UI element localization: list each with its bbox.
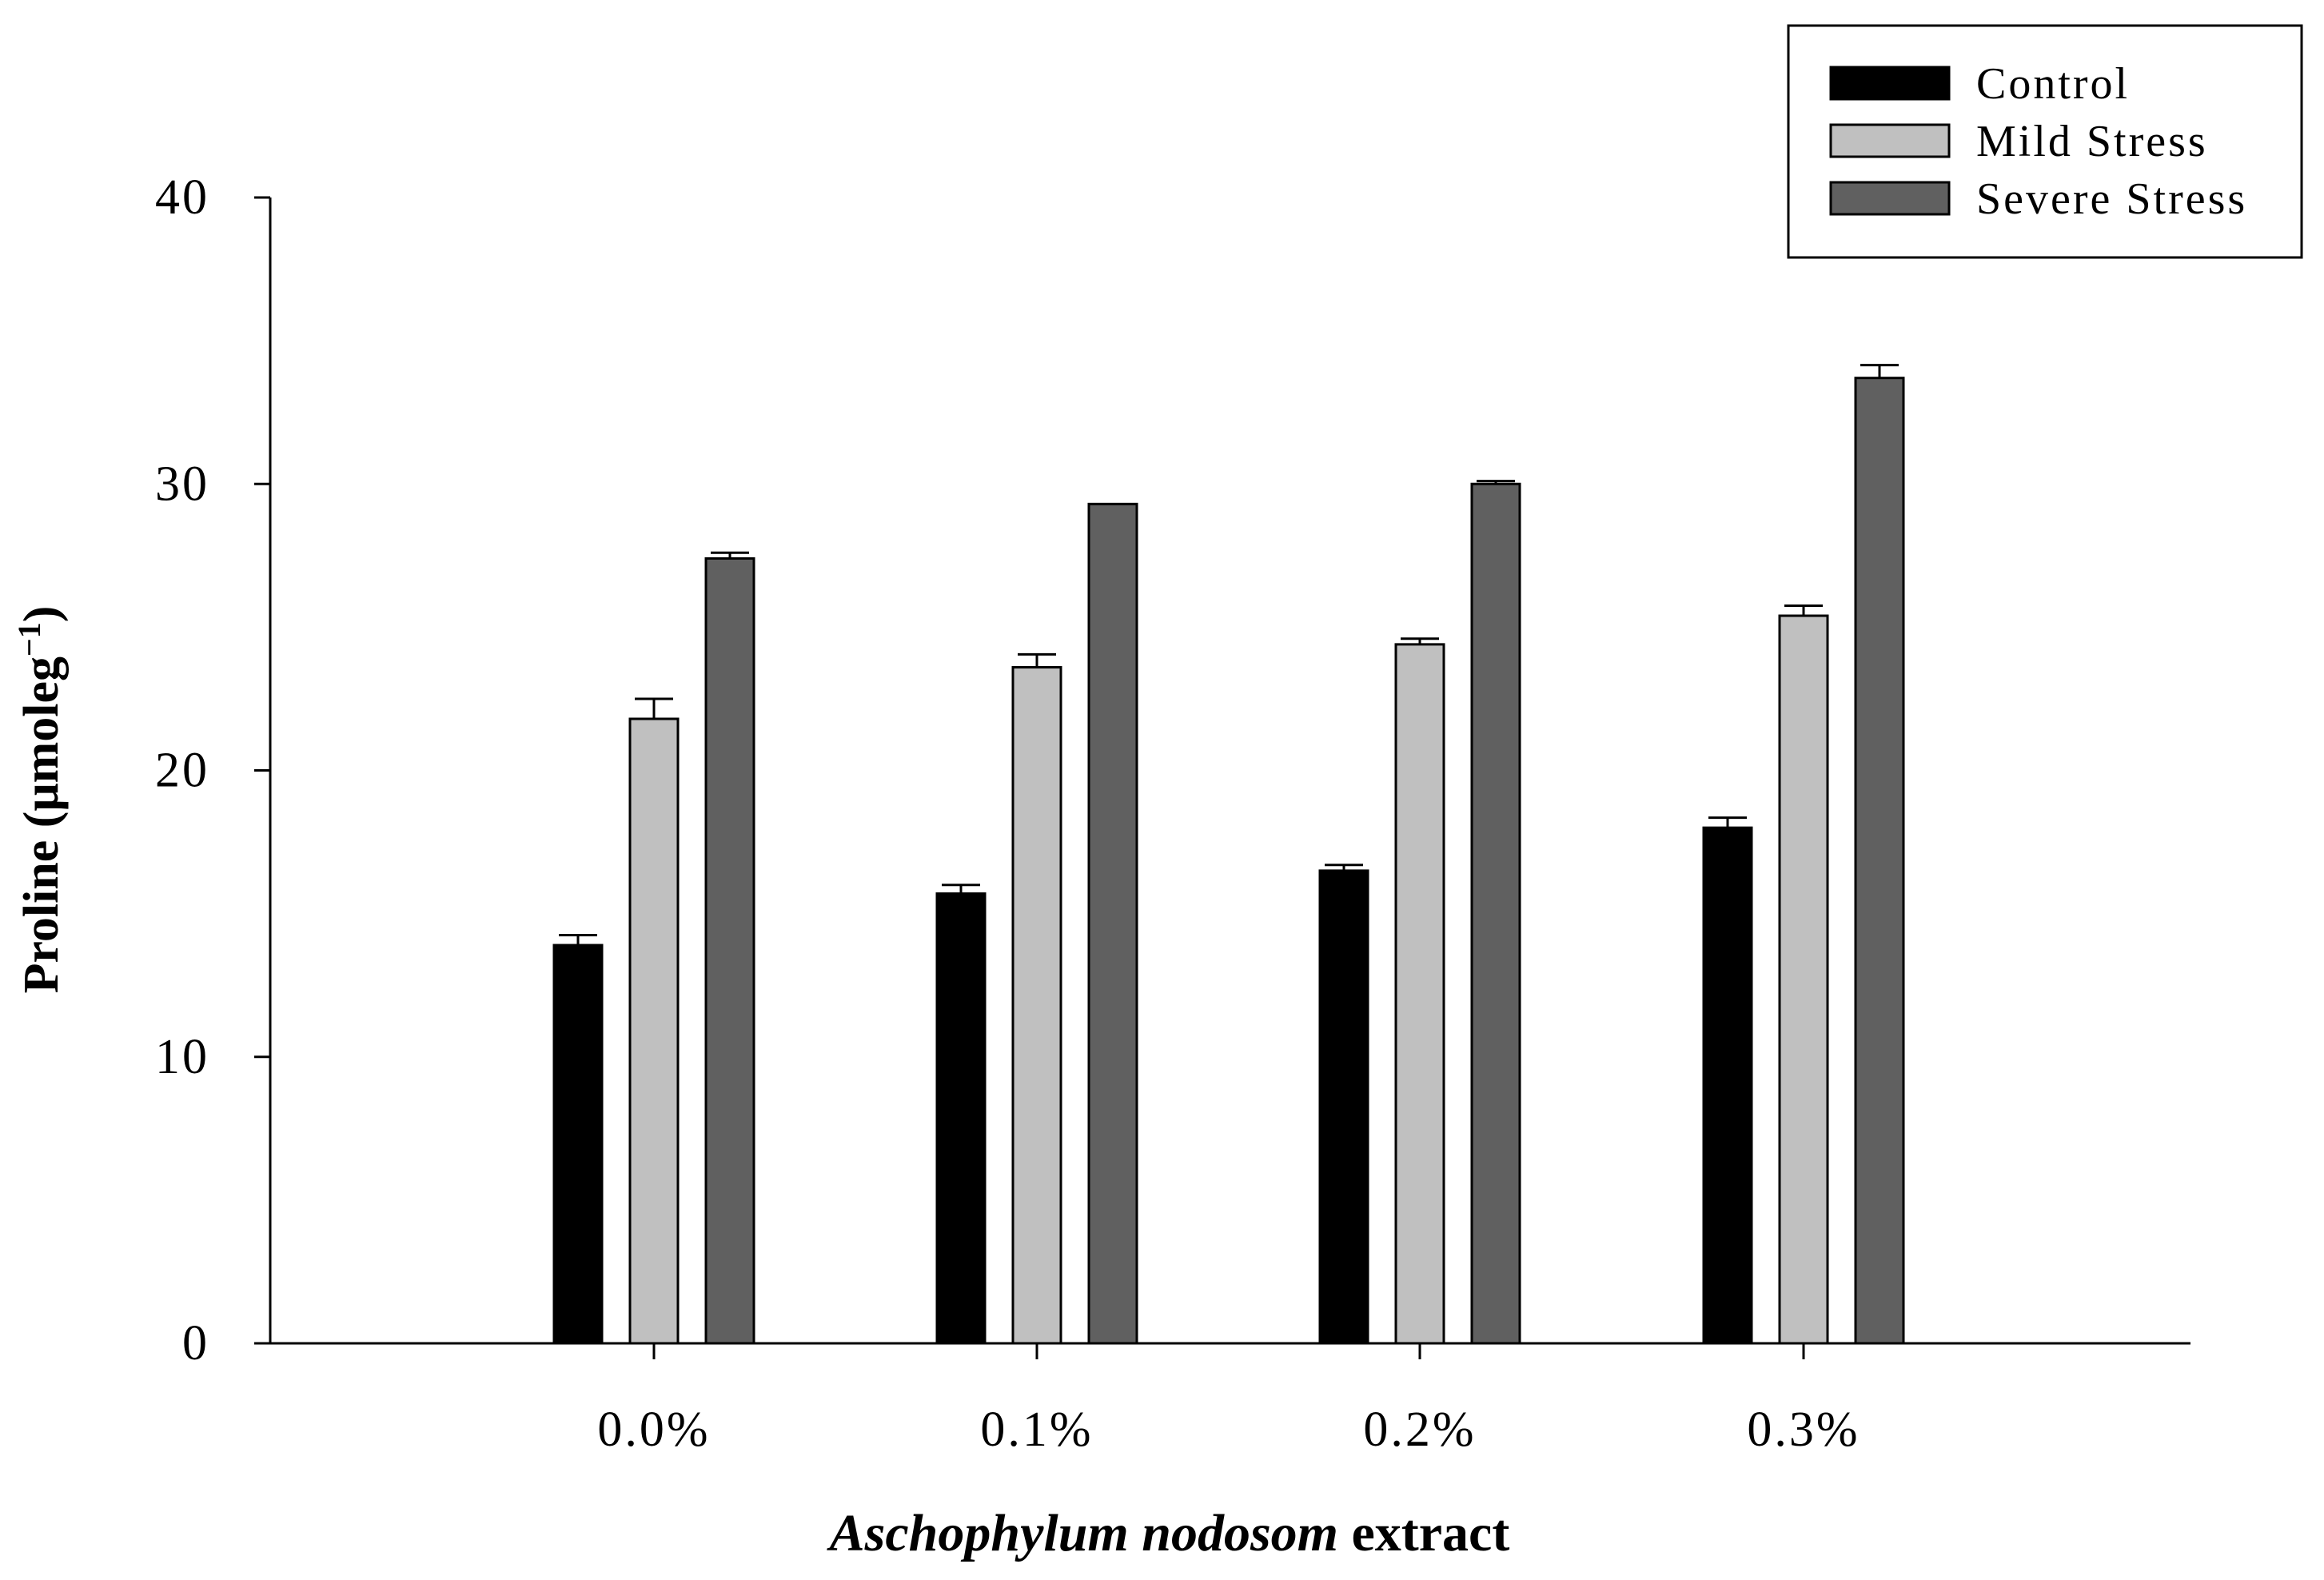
legend-label-0: Control xyxy=(1976,59,2130,109)
x-tick-label: 0.0% xyxy=(597,1402,710,1457)
x-tick-label: 0.3% xyxy=(1747,1402,1860,1457)
bar-control-2 xyxy=(1318,869,1369,1345)
y-tick-label: 10 xyxy=(155,1030,209,1084)
bar-mild-stress-1 xyxy=(1011,666,1062,1345)
legend-swatch-2 xyxy=(1829,181,1951,216)
bar-severe-stress-2 xyxy=(1470,482,1521,1345)
bar-severe-stress-0 xyxy=(704,557,755,1345)
bars xyxy=(552,377,1905,1345)
bar-control-3 xyxy=(1702,826,1753,1345)
y-tick-label: 40 xyxy=(155,170,209,225)
legend-label-2: Severe Stress xyxy=(1976,174,2247,224)
bar-control-1 xyxy=(935,892,987,1345)
legend-label-1: Mild Stress xyxy=(1976,117,2208,166)
legend-swatch-1 xyxy=(1829,123,1951,158)
y-axis-label: Proline (μmoleg−1) xyxy=(11,606,70,994)
x-tick-label: 0.2% xyxy=(1363,1402,1476,1457)
y-axis-label-exponent: −1 xyxy=(11,622,47,656)
bar-mild-stress-2 xyxy=(1394,643,1445,1345)
y-tick-label: 0 xyxy=(182,1316,209,1371)
bar-mild-stress-0 xyxy=(628,717,680,1345)
legend-swatch-0 xyxy=(1829,66,1951,101)
x-axis-label: Aschophylum nodosom extract xyxy=(827,1504,1510,1562)
ticks: 0 10 20 30 40 0.0% 0.1% 0.2% 0.3% xyxy=(155,170,1860,1457)
error-bars xyxy=(559,364,1899,946)
bar-control-0 xyxy=(552,944,604,1345)
bar-severe-stress-3 xyxy=(1854,377,1905,1345)
x-tick-label: 0.1% xyxy=(980,1402,1093,1457)
bar-severe-stress-1 xyxy=(1087,502,1138,1345)
legend: Control Mild Stress Severe Stress xyxy=(1787,24,2303,259)
bar-mild-stress-3 xyxy=(1778,614,1829,1345)
y-tick-label: 30 xyxy=(155,457,209,511)
y-tick-label: 20 xyxy=(155,744,209,798)
